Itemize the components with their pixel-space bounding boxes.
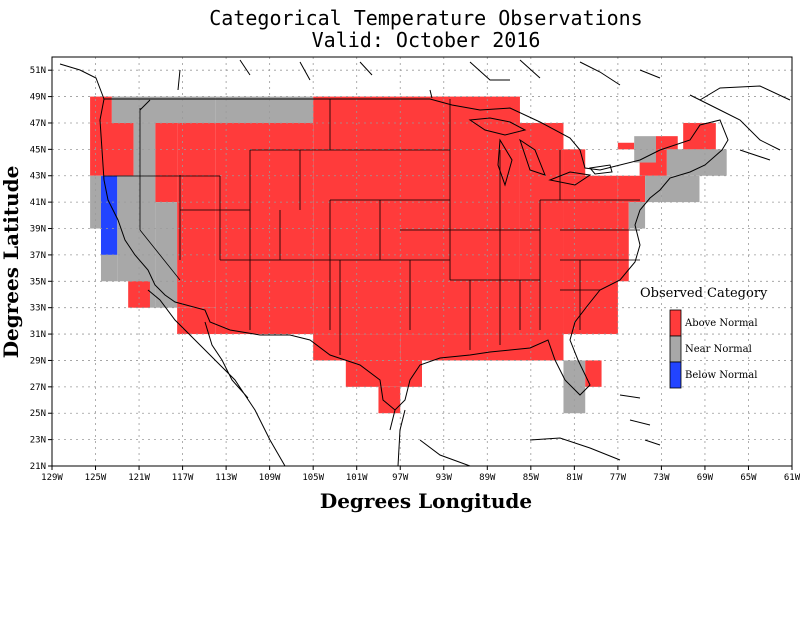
lat-tick-label: 43N	[30, 172, 46, 182]
lon-tick-label: 69W	[697, 473, 714, 483]
grid-lines	[52, 57, 792, 466]
longitude-ticks: 129W 125W 121W 117W 113W 109W 105W 101W 97W 93W 89…	[41, 466, 800, 483]
category-cell-above	[683, 122, 716, 150]
canada-coast	[59, 59, 791, 161]
category-cell-near	[634, 136, 656, 163]
category-cell-near	[215, 96, 314, 123]
lat-tick-label: 23N	[30, 436, 46, 446]
lon-tick-label: 85W	[523, 473, 540, 483]
category-cell-above	[378, 386, 401, 414]
legend-swatch	[669, 335, 682, 363]
legend-title: Observed Category	[640, 286, 768, 301]
category-cell-above	[563, 175, 618, 335]
lat-tick-label: 29N	[30, 356, 46, 366]
x-axis-title: Degrees Longitude	[320, 489, 532, 513]
legend-label: Above Normal	[684, 318, 758, 329]
lat-tick-label: 49N	[30, 93, 46, 103]
mexico-coast	[147, 289, 621, 466]
category-cells	[90, 96, 727, 414]
lat-tick-label: 41N	[30, 198, 46, 208]
lon-tick-label: 101W	[346, 473, 368, 483]
legend-label: Below Normal	[685, 370, 757, 381]
category-cell-above	[155, 122, 178, 203]
lat-tick-label: 33N	[30, 304, 46, 314]
map-title-line2: Valid: October 2016	[312, 28, 541, 52]
lat-tick-label: 35N	[30, 277, 46, 287]
lon-tick-label: 65W	[740, 473, 757, 483]
category-cell-below	[100, 175, 118, 255]
lon-tick-label: 89W	[479, 473, 496, 483]
category-cell-above	[617, 202, 629, 282]
legend-swatch	[669, 361, 682, 389]
lon-tick-label: 129W	[41, 473, 63, 483]
lon-tick-label: 97W	[392, 473, 409, 483]
plot-area	[52, 57, 792, 466]
category-cell-above	[90, 122, 134, 176]
lon-tick-label: 117W	[172, 473, 194, 483]
category-cell-above	[400, 334, 564, 361]
lon-tick-label: 93W	[436, 473, 453, 483]
lon-tick-label: 61W	[784, 473, 800, 483]
great-lakes	[468, 117, 613, 187]
category-cell-above	[617, 142, 635, 150]
category-cell-above	[177, 122, 216, 308]
category-cell-above	[128, 281, 150, 308]
lat-tick-label: 51N	[30, 66, 46, 76]
lon-tick-label: 77W	[610, 473, 627, 483]
latitude-ticks: 21N 23N 25N 27N 29N 31N 33N 35N 37N 39N 41N 43N 45N 4…	[30, 66, 52, 472]
legend-label: Near Normal	[685, 344, 752, 355]
plot-frame	[51, 56, 793, 467]
category-cell-above	[177, 307, 216, 335]
lat-tick-label: 45N	[30, 145, 46, 155]
lat-tick-label: 31N	[30, 330, 46, 340]
category-cell-near	[645, 175, 662, 203]
category-cell-above	[215, 122, 314, 335]
category-cell-above	[585, 360, 602, 387]
lon-tick-label: 121W	[128, 473, 150, 483]
category-cell-above	[563, 149, 586, 176]
boundary-lines	[59, 59, 791, 466]
lon-tick-label: 109W	[259, 473, 281, 483]
lon-tick-label: 73W	[653, 473, 670, 483]
category-cell-near	[661, 175, 700, 203]
us-outline	[99, 98, 729, 411]
lon-tick-label: 81W	[566, 473, 583, 483]
lat-tick-label: 37N	[30, 251, 46, 261]
lon-tick-label: 105W	[302, 473, 324, 483]
map-title-line1: Categorical Temperature Observations	[209, 6, 642, 30]
legend: Observed Category Above Normal Near Norma…	[640, 286, 768, 389]
y-axis-title: Degrees Latitude	[0, 166, 23, 359]
category-cell-above	[313, 334, 401, 361]
category-cell-above	[90, 96, 112, 123]
lat-tick-label: 27N	[30, 383, 46, 393]
category-cell-near	[111, 96, 216, 123]
lat-tick-label: 39N	[30, 225, 46, 235]
category-cell-above	[617, 175, 646, 203]
legend-swatch	[669, 309, 682, 337]
legend-items: Above Normal Near Normal Below Normal	[669, 309, 758, 389]
lon-tick-label: 125W	[85, 473, 107, 483]
category-cell-near	[677, 149, 727, 176]
state-lines	[104, 99, 640, 355]
category-cell-near	[100, 254, 118, 282]
lon-tick-label: 113W	[215, 473, 237, 483]
category-cell-above	[313, 96, 520, 335]
caribbean-coast	[619, 394, 661, 446]
lat-tick-label: 47N	[30, 119, 46, 129]
lat-tick-label: 25N	[30, 409, 46, 419]
lat-tick-label: 21N	[30, 462, 46, 472]
